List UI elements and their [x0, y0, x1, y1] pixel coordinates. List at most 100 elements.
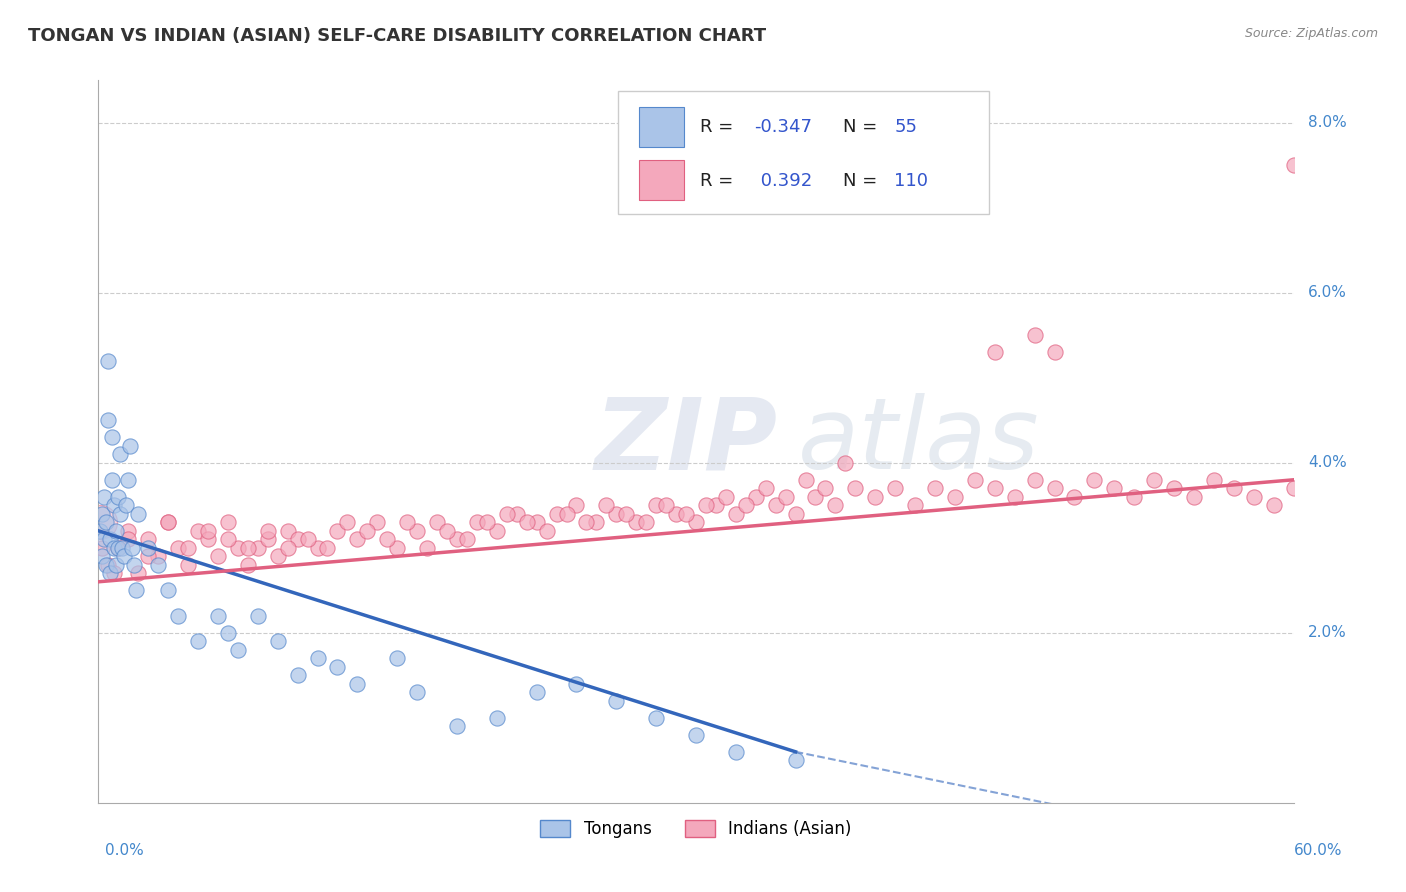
Point — [605, 507, 627, 521]
Point — [125, 583, 148, 598]
Point — [1243, 490, 1265, 504]
Point — [287, 668, 309, 682]
Text: Source: ZipAtlas.com: Source: ZipAtlas.com — [1244, 27, 1378, 40]
Point — [575, 516, 598, 530]
Point — [1263, 498, 1285, 512]
Point — [943, 490, 966, 504]
Point — [246, 541, 269, 555]
Text: R =: R = — [700, 119, 738, 136]
Point — [904, 498, 927, 512]
Point — [326, 524, 349, 538]
Point — [685, 516, 707, 530]
Point — [107, 541, 129, 555]
Text: 4.0%: 4.0% — [1308, 455, 1347, 470]
Point — [1024, 473, 1046, 487]
Point — [103, 541, 125, 555]
Point — [267, 634, 290, 648]
Point — [157, 516, 180, 530]
Point — [346, 533, 368, 547]
Point — [120, 439, 142, 453]
Point — [785, 753, 807, 767]
Point — [217, 516, 239, 530]
Point — [277, 541, 299, 555]
Point — [256, 533, 278, 547]
Point — [605, 694, 627, 708]
Point — [307, 541, 329, 555]
Point — [396, 516, 419, 530]
Text: 6.0%: 6.0% — [1308, 285, 1347, 301]
Point — [89, 524, 111, 538]
Point — [93, 490, 115, 504]
Point — [167, 541, 190, 555]
Point — [167, 608, 190, 623]
Point — [1282, 481, 1305, 495]
Point — [287, 533, 309, 547]
Point — [197, 524, 219, 538]
Point — [112, 549, 135, 564]
Point — [775, 490, 797, 504]
Point — [555, 507, 578, 521]
Point — [103, 498, 125, 512]
Point — [110, 447, 132, 461]
Text: -0.347: -0.347 — [755, 119, 813, 136]
Text: 8.0%: 8.0% — [1308, 115, 1347, 130]
Point — [546, 507, 568, 521]
Legend: Tongans, Indians (Asian): Tongans, Indians (Asian) — [534, 814, 858, 845]
Point — [465, 516, 488, 530]
Point — [1043, 345, 1066, 359]
Point — [236, 541, 259, 555]
Point — [406, 685, 429, 699]
Point — [1043, 481, 1066, 495]
Point — [655, 498, 678, 512]
Point — [485, 524, 508, 538]
Point — [107, 490, 129, 504]
Point — [105, 524, 128, 538]
Point — [97, 413, 120, 427]
Point — [336, 516, 359, 530]
Point — [107, 541, 129, 555]
Point — [103, 566, 125, 581]
Point — [136, 533, 159, 547]
Point — [187, 634, 209, 648]
Point — [217, 533, 239, 547]
Point — [456, 533, 478, 547]
Point — [117, 473, 139, 487]
Point — [148, 558, 170, 572]
Point — [375, 533, 398, 547]
Point — [93, 533, 115, 547]
Point — [516, 516, 538, 530]
Point — [595, 498, 617, 512]
Point — [495, 507, 517, 521]
Point — [1004, 490, 1026, 504]
Point — [307, 651, 329, 665]
Point — [117, 524, 139, 538]
Point — [177, 541, 200, 555]
Point — [475, 516, 498, 530]
Point — [724, 507, 747, 521]
Point — [1202, 473, 1225, 487]
Point — [326, 660, 349, 674]
Point — [117, 533, 139, 547]
Point — [277, 524, 299, 538]
Point — [526, 516, 548, 530]
Point — [1143, 473, 1166, 487]
Point — [1182, 490, 1205, 504]
Point — [536, 524, 558, 538]
Text: 0.0%: 0.0% — [105, 843, 145, 858]
Point — [226, 541, 249, 555]
Point — [91, 541, 114, 555]
Point — [565, 498, 588, 512]
Text: atlas: atlas — [797, 393, 1039, 490]
Point — [416, 541, 439, 555]
Point — [148, 549, 170, 564]
Point — [765, 498, 787, 512]
Bar — [638, 161, 685, 200]
Point — [585, 516, 607, 530]
Text: TONGAN VS INDIAN (ASIAN) SELF-CARE DISABILITY CORRELATION CHART: TONGAN VS INDIAN (ASIAN) SELF-CARE DISAB… — [28, 27, 766, 45]
Point — [157, 516, 180, 530]
Point — [426, 516, 449, 530]
Point — [506, 507, 529, 521]
Point — [794, 473, 817, 487]
Point — [246, 608, 269, 623]
Point — [111, 541, 134, 555]
